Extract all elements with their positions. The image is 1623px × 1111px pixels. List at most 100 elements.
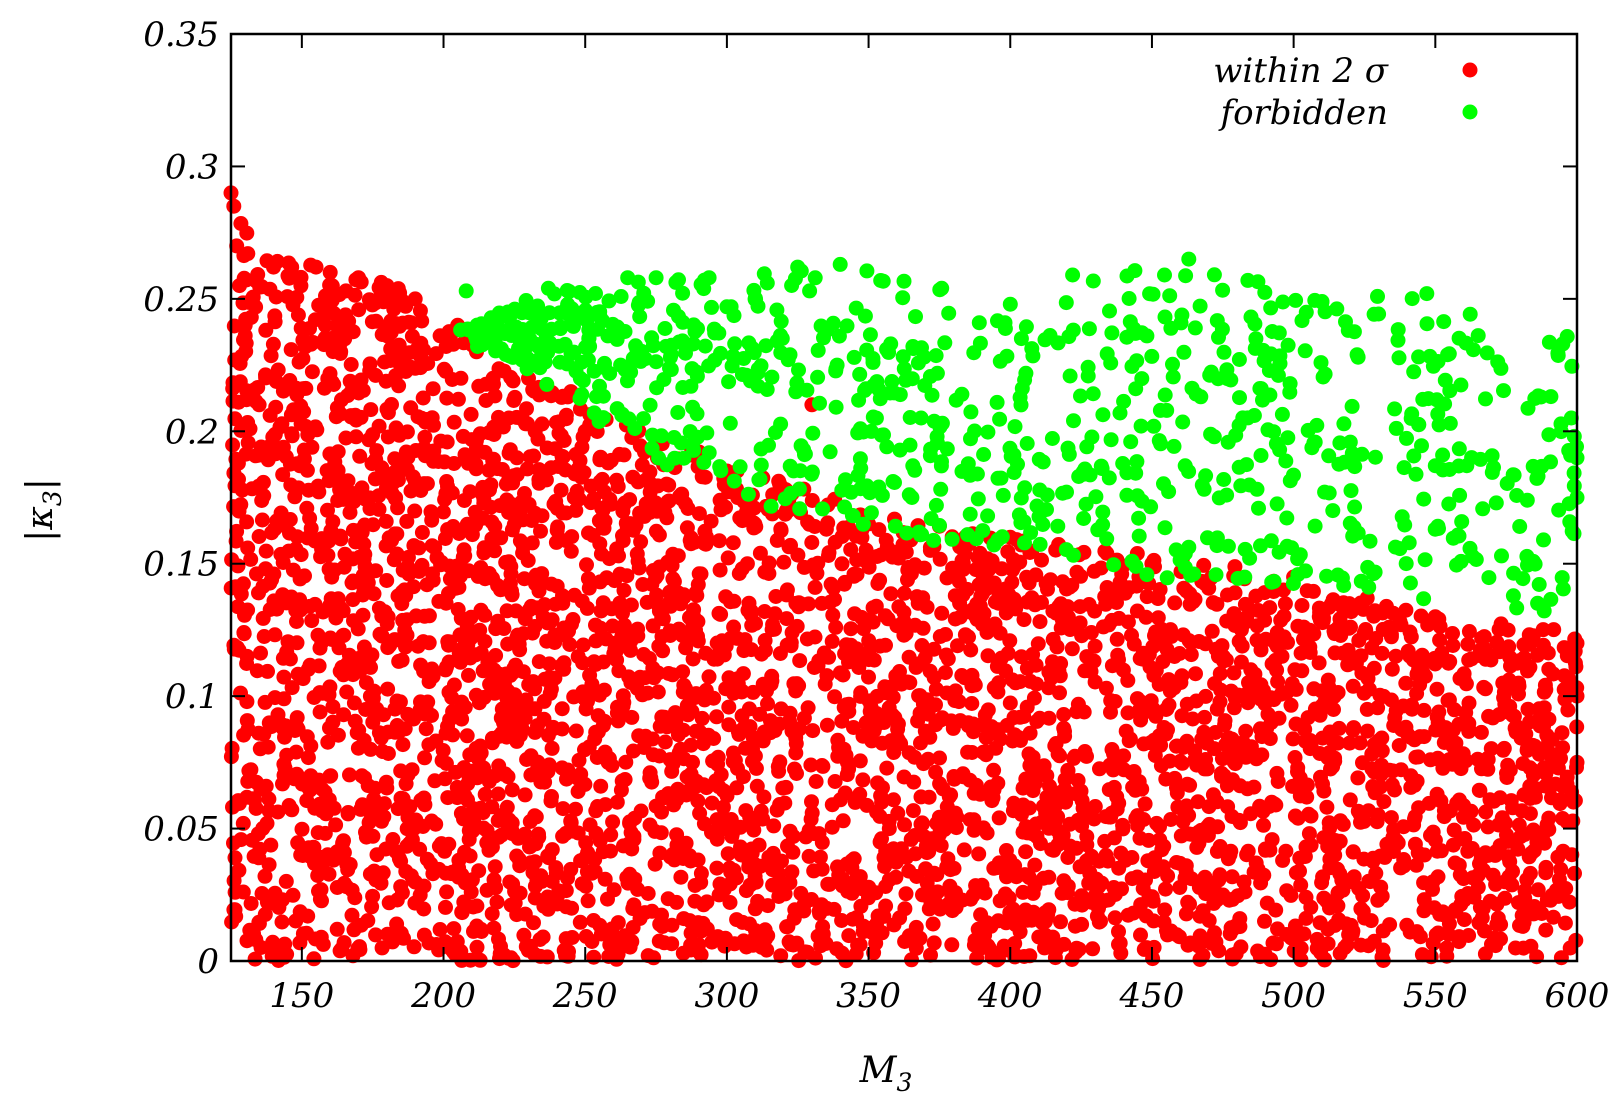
data-point-within-2-sigma (1129, 578, 1145, 594)
data-point-forbidden (722, 415, 738, 431)
data-point-within-2-sigma (1341, 656, 1357, 672)
data-point-within-2-sigma (1544, 732, 1560, 748)
data-point-within-2-sigma (391, 851, 407, 867)
data-point-within-2-sigma (499, 729, 515, 745)
data-point-within-2-sigma (1201, 816, 1217, 832)
data-point-forbidden (1058, 295, 1074, 311)
data-point-within-2-sigma (344, 882, 360, 898)
data-point-forbidden (476, 335, 492, 351)
data-point-within-2-sigma (1374, 730, 1390, 746)
data-point-within-2-sigma (1019, 660, 1035, 676)
data-point-within-2-sigma (569, 483, 585, 499)
data-point-within-2-sigma (1496, 690, 1512, 706)
data-point-within-2-sigma (848, 528, 864, 544)
data-point-within-2-sigma (238, 343, 254, 359)
data-point-within-2-sigma (320, 371, 336, 387)
data-point-within-2-sigma (459, 516, 475, 532)
data-point-within-2-sigma (456, 335, 472, 351)
data-point-within-2-sigma (306, 690, 322, 705)
data-point-within-2-sigma (779, 611, 795, 627)
data-point-within-2-sigma (886, 792, 901, 808)
data-point-within-2-sigma (341, 647, 357, 663)
data-point-within-2-sigma (476, 760, 492, 776)
data-point-within-2-sigma (1005, 803, 1021, 819)
data-point-within-2-sigma (329, 400, 345, 416)
data-point-within-2-sigma (1062, 622, 1078, 637)
data-point-within-2-sigma (1231, 633, 1247, 649)
data-point-within-2-sigma (1321, 600, 1337, 615)
data-point-within-2-sigma (1196, 724, 1212, 740)
data-point-within-2-sigma (1253, 875, 1269, 891)
data-point-within-2-sigma (925, 916, 941, 932)
data-point-within-2-sigma (428, 346, 444, 362)
data-point-within-2-sigma (877, 859, 893, 874)
data-point-within-2-sigma (389, 718, 405, 733)
data-point-forbidden (882, 385, 898, 401)
data-point-within-2-sigma (962, 772, 978, 788)
data-point-within-2-sigma (852, 937, 868, 953)
data-point-within-2-sigma (1145, 893, 1161, 909)
data-point-within-2-sigma (475, 663, 491, 679)
data-point-within-2-sigma (911, 656, 927, 672)
data-point-within-2-sigma (1555, 740, 1571, 756)
data-point-within-2-sigma (800, 700, 816, 716)
data-point-within-2-sigma (1087, 603, 1103, 619)
data-point-within-2-sigma (289, 387, 305, 403)
data-point-within-2-sigma (1432, 632, 1448, 648)
data-point-within-2-sigma (371, 501, 387, 517)
data-point-within-2-sigma (796, 903, 812, 919)
data-point-forbidden (1019, 436, 1035, 451)
data-point-within-2-sigma (1496, 740, 1512, 756)
data-point-forbidden (577, 302, 593, 318)
data-point-within-2-sigma (416, 878, 432, 894)
data-point-forbidden (792, 501, 808, 517)
data-point-forbidden (876, 427, 891, 443)
data-point-within-2-sigma (349, 725, 365, 741)
data-point-within-2-sigma (1146, 552, 1162, 568)
data-point-forbidden (999, 348, 1015, 364)
data-point-within-2-sigma (289, 614, 304, 629)
data-point-within-2-sigma (961, 629, 976, 645)
data-point-within-2-sigma (978, 747, 994, 763)
data-point-forbidden (802, 283, 818, 299)
data-point-within-2-sigma (1040, 581, 1055, 597)
data-point-within-2-sigma (709, 860, 725, 876)
data-point-forbidden (1006, 465, 1022, 480)
data-point-forbidden (631, 294, 647, 310)
data-point-within-2-sigma (866, 945, 882, 961)
data-point-within-2-sigma (980, 648, 996, 664)
data-point-forbidden (697, 338, 713, 354)
data-point-forbidden (1178, 268, 1194, 284)
data-point-within-2-sigma (570, 784, 586, 799)
data-point-within-2-sigma (964, 696, 980, 711)
data-point-within-2-sigma (722, 895, 738, 910)
data-point-forbidden (1317, 304, 1333, 320)
data-point-within-2-sigma (477, 786, 493, 802)
data-point-within-2-sigma (1416, 702, 1432, 718)
data-point-within-2-sigma (655, 611, 671, 627)
data-point-within-2-sigma (1179, 696, 1195, 712)
data-point-within-2-sigma (1461, 695, 1477, 711)
data-point-forbidden (887, 475, 902, 490)
data-point-forbidden (804, 464, 820, 480)
data-point-forbidden (1343, 483, 1359, 499)
data-point-within-2-sigma (304, 364, 320, 380)
data-point-within-2-sigma (986, 762, 1002, 778)
data-point-within-2-sigma (446, 414, 462, 430)
data-point-within-2-sigma (1024, 780, 1040, 796)
data-point-within-2-sigma (972, 545, 988, 561)
data-point-within-2-sigma (729, 912, 745, 928)
data-point-within-2-sigma (745, 753, 760, 769)
data-point-within-2-sigma (263, 348, 279, 364)
data-point-forbidden (1024, 341, 1040, 357)
data-point-forbidden (589, 389, 604, 405)
data-point-within-2-sigma (1355, 888, 1371, 904)
data-point-within-2-sigma (1451, 792, 1467, 808)
data-point-within-2-sigma (629, 546, 645, 562)
data-point-within-2-sigma (921, 789, 937, 805)
data-point-within-2-sigma (284, 428, 300, 444)
data-point-forbidden (862, 485, 878, 501)
data-point-within-2-sigma (825, 607, 841, 623)
data-point-within-2-sigma (584, 865, 600, 881)
data-point-forbidden (944, 531, 960, 547)
